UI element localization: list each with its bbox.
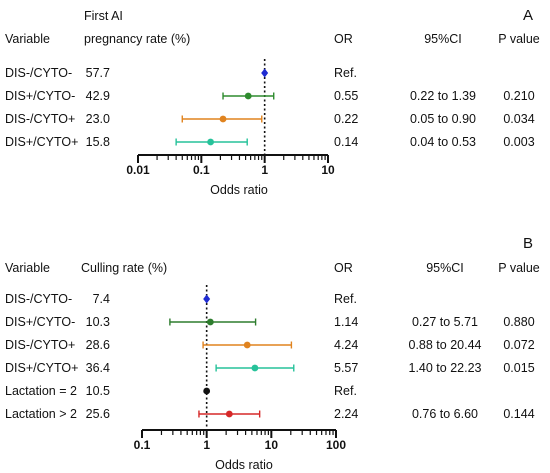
x-tick-label: 0.1 xyxy=(193,163,210,177)
row-ci: 0.04 to 0.53 xyxy=(410,135,476,149)
row-variable: DIS+/CYTO+ xyxy=(5,135,78,149)
row-ci: 1.40 to 22.23 xyxy=(409,361,482,375)
row-rate: 10.5 xyxy=(86,384,110,398)
header-variable: Variable xyxy=(5,32,50,46)
row-rate: 36.4 xyxy=(86,361,110,375)
panel-label: A xyxy=(523,7,533,24)
point-estimate-diamond xyxy=(203,294,211,304)
row-rate: 28.6 xyxy=(86,338,110,352)
row-p-value: 0.144 xyxy=(503,407,534,421)
row-or: 0.22 xyxy=(334,112,358,126)
header-rate-line1: First AI xyxy=(84,9,123,23)
row-variable: DIS-/CYTO+ xyxy=(5,338,75,352)
row-or: 5.57 xyxy=(334,361,358,375)
row-p-value: 0.072 xyxy=(503,338,534,352)
point-estimate xyxy=(243,341,251,349)
row-variable: DIS-/CYTO- xyxy=(5,66,72,80)
row-variable: DIS+/CYTO- xyxy=(5,315,75,329)
point-estimate-diamond xyxy=(261,68,269,78)
header-rate: Culling rate (%) xyxy=(81,261,167,275)
row-p-value: 0.880 xyxy=(503,315,534,329)
x-tick-label: 1 xyxy=(203,438,210,452)
row-ci: 0.76 to 6.60 xyxy=(412,407,478,421)
row-ci: 0.22 to 1.39 xyxy=(410,89,476,103)
panel-label: B xyxy=(523,235,533,252)
row-or: Ref. xyxy=(334,292,357,306)
row-variable: DIS+/CYTO- xyxy=(5,89,75,103)
row-or: 2.24 xyxy=(334,407,358,421)
header-ci: 95%CI xyxy=(426,261,464,275)
row-variable: DIS-/CYTO- xyxy=(5,292,72,306)
row-or: 1.14 xyxy=(334,315,358,329)
point-estimate xyxy=(206,318,214,326)
row-rate: 57.7 xyxy=(86,66,110,80)
row-or: 0.55 xyxy=(334,89,358,103)
forest-panel-b: B Variable Culling rate (%) OR 95%CI P value D… xyxy=(5,235,540,472)
row-p-value: 0.003 xyxy=(503,135,534,149)
row-rate: 23.0 xyxy=(86,112,110,126)
row-or: Ref. xyxy=(334,66,357,80)
row-p-value: 0.015 xyxy=(503,361,534,375)
row-ci: 0.27 to 5.71 xyxy=(412,315,478,329)
row-or: 0.14 xyxy=(334,135,358,149)
header-p-value: P value xyxy=(498,261,540,275)
x-tick-label: 1 xyxy=(261,163,268,177)
header-ci: 95%CI xyxy=(424,32,462,46)
row-variable: Lactation = 2 xyxy=(5,384,77,398)
row-ci: 0.05 to 0.90 xyxy=(410,112,476,126)
row-rate: 25.6 xyxy=(86,407,110,421)
row-rate: 7.4 xyxy=(93,292,110,306)
header-rate-line2: pregnancy rate (%) xyxy=(84,32,190,46)
point-estimate xyxy=(207,138,214,146)
x-axis-label: Odds ratio xyxy=(215,458,273,472)
point-estimate xyxy=(225,410,233,418)
point-estimate xyxy=(219,115,227,123)
header-variable: Variable xyxy=(5,261,50,275)
row-variable: DIS-/CYTO+ xyxy=(5,112,75,126)
x-tick-label: 0.01 xyxy=(126,163,150,177)
point-estimate xyxy=(244,92,252,100)
header-or: OR xyxy=(334,32,353,46)
row-rate: 15.8 xyxy=(86,135,110,149)
row-variable: Lactation > 2 xyxy=(5,407,77,421)
row-rate: 42.9 xyxy=(86,89,110,103)
row-variable: DIS+/CYTO+ xyxy=(5,361,78,375)
row-rate: 10.3 xyxy=(86,315,110,329)
forest-panel-a: A Variable First AI pregnancy rate (%) OR 95%… xyxy=(5,7,540,197)
row-ci: 0.88 to 20.44 xyxy=(409,338,482,352)
header-or: OR xyxy=(334,261,353,275)
x-tick-label: 100 xyxy=(326,438,346,452)
x-axis-label: Odds ratio xyxy=(210,183,268,197)
row-p-value: 0.034 xyxy=(503,112,534,126)
row-or: Ref. xyxy=(334,384,357,398)
point-estimate xyxy=(251,364,259,372)
x-tick-label: 10 xyxy=(321,163,335,177)
row-or: 4.24 xyxy=(334,338,358,352)
x-tick-label: 10 xyxy=(265,438,279,452)
x-tick-label: 0.1 xyxy=(134,438,151,452)
point-estimate xyxy=(203,387,211,395)
header-p-value: P value xyxy=(498,32,540,46)
row-p-value: 0.210 xyxy=(503,89,534,103)
